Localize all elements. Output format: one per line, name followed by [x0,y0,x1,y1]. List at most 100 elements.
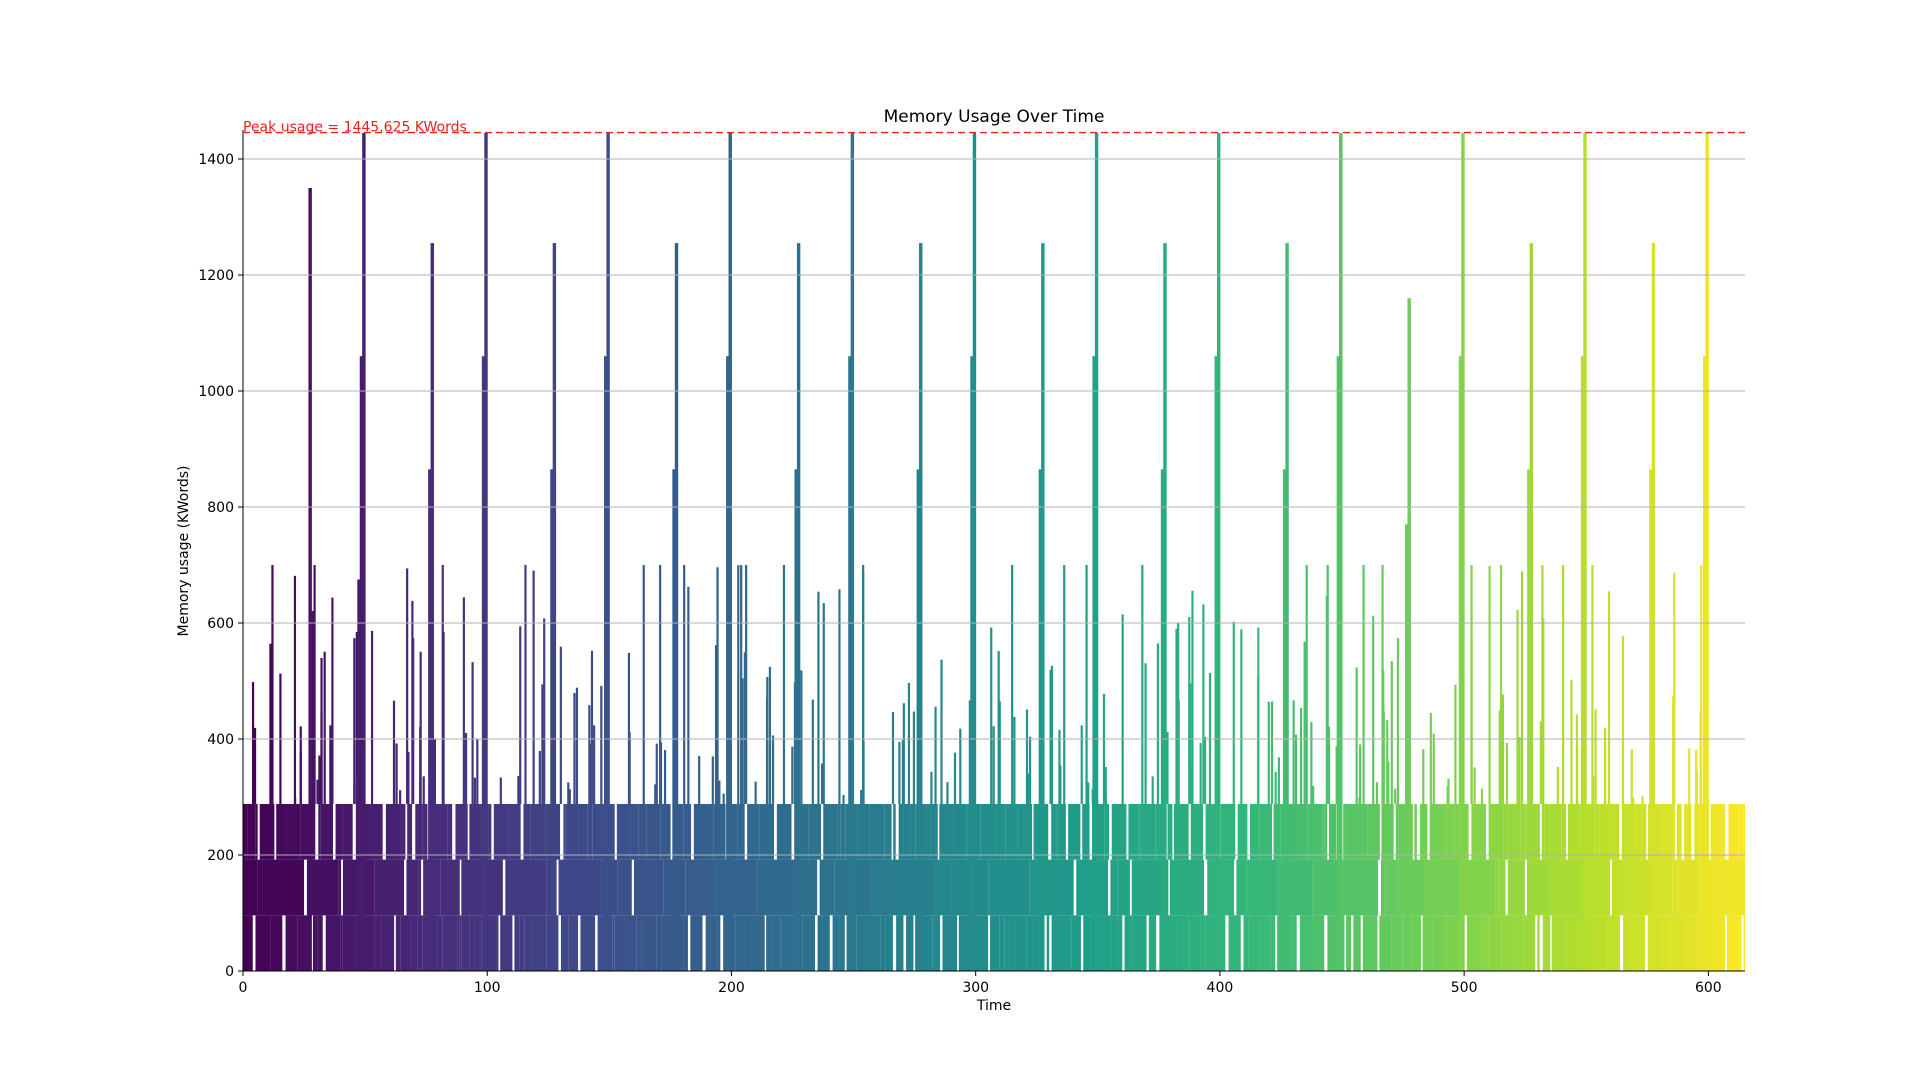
bar [1539,721,1542,804]
bar [1611,859,1627,916]
bar [934,706,937,804]
bar [342,803,353,860]
bar [543,618,546,804]
bar [1188,729,1191,804]
bar [880,915,886,971]
bar [406,859,419,916]
bar [910,803,916,860]
bar [1237,803,1248,860]
bar [857,803,870,860]
bar [530,803,546,860]
bar [1128,803,1139,860]
bar [1232,621,1235,804]
bar [1432,733,1435,804]
bar [1630,749,1633,804]
bar [1495,859,1499,916]
bar [832,915,840,971]
bar [592,803,603,860]
bar [754,803,760,860]
bar [1110,915,1118,971]
bar [1630,915,1638,971]
bar [1576,748,1579,804]
bar [395,743,398,804]
bar [455,803,468,860]
bar [496,915,499,971]
bar [473,777,476,804]
bar [1086,795,1089,804]
bar [1651,243,1656,971]
bar [1092,356,1096,971]
bar [1513,915,1524,971]
bar [1327,915,1340,971]
bar [1461,803,1469,860]
bar [654,784,657,804]
bar [1248,915,1261,971]
bar [1082,803,1090,860]
bar [1214,356,1218,971]
memory-bars [243,132,1745,971]
bar [1379,915,1392,971]
bar [1046,915,1050,971]
bar [1083,915,1091,971]
bar [381,915,395,971]
bar [353,782,356,804]
bar [1375,782,1379,804]
bar [293,575,297,804]
bar [255,803,258,860]
bar [1708,915,1716,971]
bar [1362,915,1373,971]
bar [1623,915,1631,971]
bar [407,751,410,804]
bar [1307,803,1323,860]
bar [1632,797,1635,804]
bar [442,915,457,971]
bar [1141,565,1144,804]
bar [1551,915,1555,971]
y-tick-label: 600 [207,616,234,632]
bar [1164,915,1177,971]
bar [1359,744,1362,804]
bar [1677,859,1700,916]
bar [558,859,601,916]
bar [1207,859,1217,916]
bar [822,915,830,971]
bar [901,740,904,804]
bar [1395,803,1399,860]
bar [717,915,721,971]
bar [1422,749,1425,804]
bar [1063,565,1066,804]
bar [1038,469,1043,971]
bar [1169,803,1173,860]
bar [471,662,474,804]
bar [1166,731,1169,804]
bar [1672,859,1678,916]
bar [422,776,425,804]
bar [687,586,690,804]
bar [399,790,402,804]
bar [1702,356,1707,971]
bar [1743,803,1745,860]
bar [430,803,440,860]
bar [407,803,413,860]
bar [374,915,382,971]
bar [1488,915,1502,971]
bar [440,859,460,916]
bar [1274,771,1277,804]
bar [419,782,422,804]
bar [896,915,904,971]
bar [1372,915,1378,971]
bar [850,132,855,971]
bar [690,915,703,971]
bar [1202,604,1205,804]
bar [1401,915,1404,971]
bar [791,746,794,804]
bar [1649,469,1653,971]
bar [624,915,637,971]
bar [1705,132,1709,971]
bar [1588,859,1591,916]
bar [1604,728,1607,804]
bar [355,631,358,804]
bar [1663,915,1671,971]
bar [745,565,748,804]
